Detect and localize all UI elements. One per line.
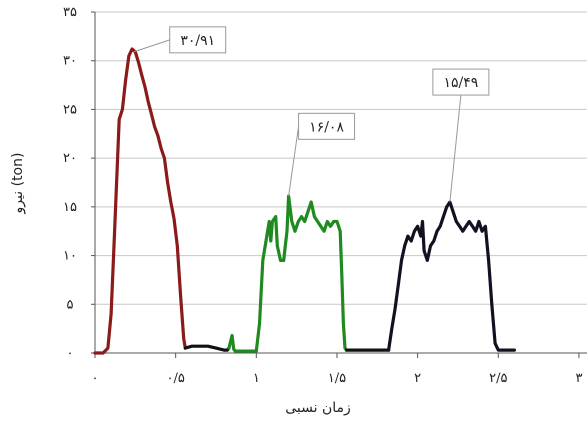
callout-label-2: ۱۵/۴۹ [443, 75, 478, 91]
y-tick-labels: ۰ ۵ ۱۰ ۱۵ ۲۰ ۲۵ ۳۰ ۳۵ [63, 5, 95, 361]
x-tick-labels: ۰ ۰/۵ ۱ ۱/۵ ۲ ۲/۵ ۳ [92, 353, 582, 386]
callout-leader-0 [133, 39, 170, 53]
x-tick-label-0: ۰ [92, 371, 99, 386]
y-tick-label-3: ۱۵ [63, 200, 77, 215]
series-line-2 [227, 194, 349, 353]
y-tick-label-6: ۳۰ [63, 54, 77, 69]
callout-label-1: ۱۶/۰۸ [309, 119, 344, 135]
y-tick-label-7: ۳۵ [63, 5, 77, 20]
x-tick-label-2: ۱ [253, 371, 260, 386]
y-tick-label-5: ۲۵ [63, 102, 77, 117]
peak-callouts: ۳۰/۹۱ ۱۶/۰۸ ۱۵/۴۹ [133, 26, 490, 203]
x-tick-label-5: ۲/۵ [489, 371, 507, 386]
series-lines [93, 47, 516, 355]
series-line-0 [93, 47, 187, 355]
series-line-1 [183, 344, 231, 352]
axes [94, 12, 587, 354]
callout-leader-2 [449, 95, 462, 203]
callout-box-1 [298, 112, 356, 140]
x-tick-label-4: ۲ [414, 371, 421, 386]
y-tick-label-4: ۲۰ [63, 151, 77, 166]
callout-box-2 [432, 68, 490, 96]
y-axis-title: نیرو (ton) [10, 153, 26, 215]
callout-box-0 [169, 26, 227, 54]
y-tick-label-2: ۱۰ [63, 249, 77, 264]
callout-label-0: ۳۰/۹۱ [180, 33, 215, 49]
y-tick-label-1: ۵ [67, 297, 74, 312]
y-tick-label-0: ۰ [67, 346, 74, 361]
x-axis-title: زمان نسبی [285, 400, 351, 416]
callout-leader-1 [288, 126, 300, 197]
series-line-4 [387, 200, 516, 352]
x-tick-label-1: ۰/۵ [166, 371, 184, 386]
x-tick-label-3: ۱/۵ [328, 371, 346, 386]
x-tick-label-6: ۳ [575, 371, 582, 386]
